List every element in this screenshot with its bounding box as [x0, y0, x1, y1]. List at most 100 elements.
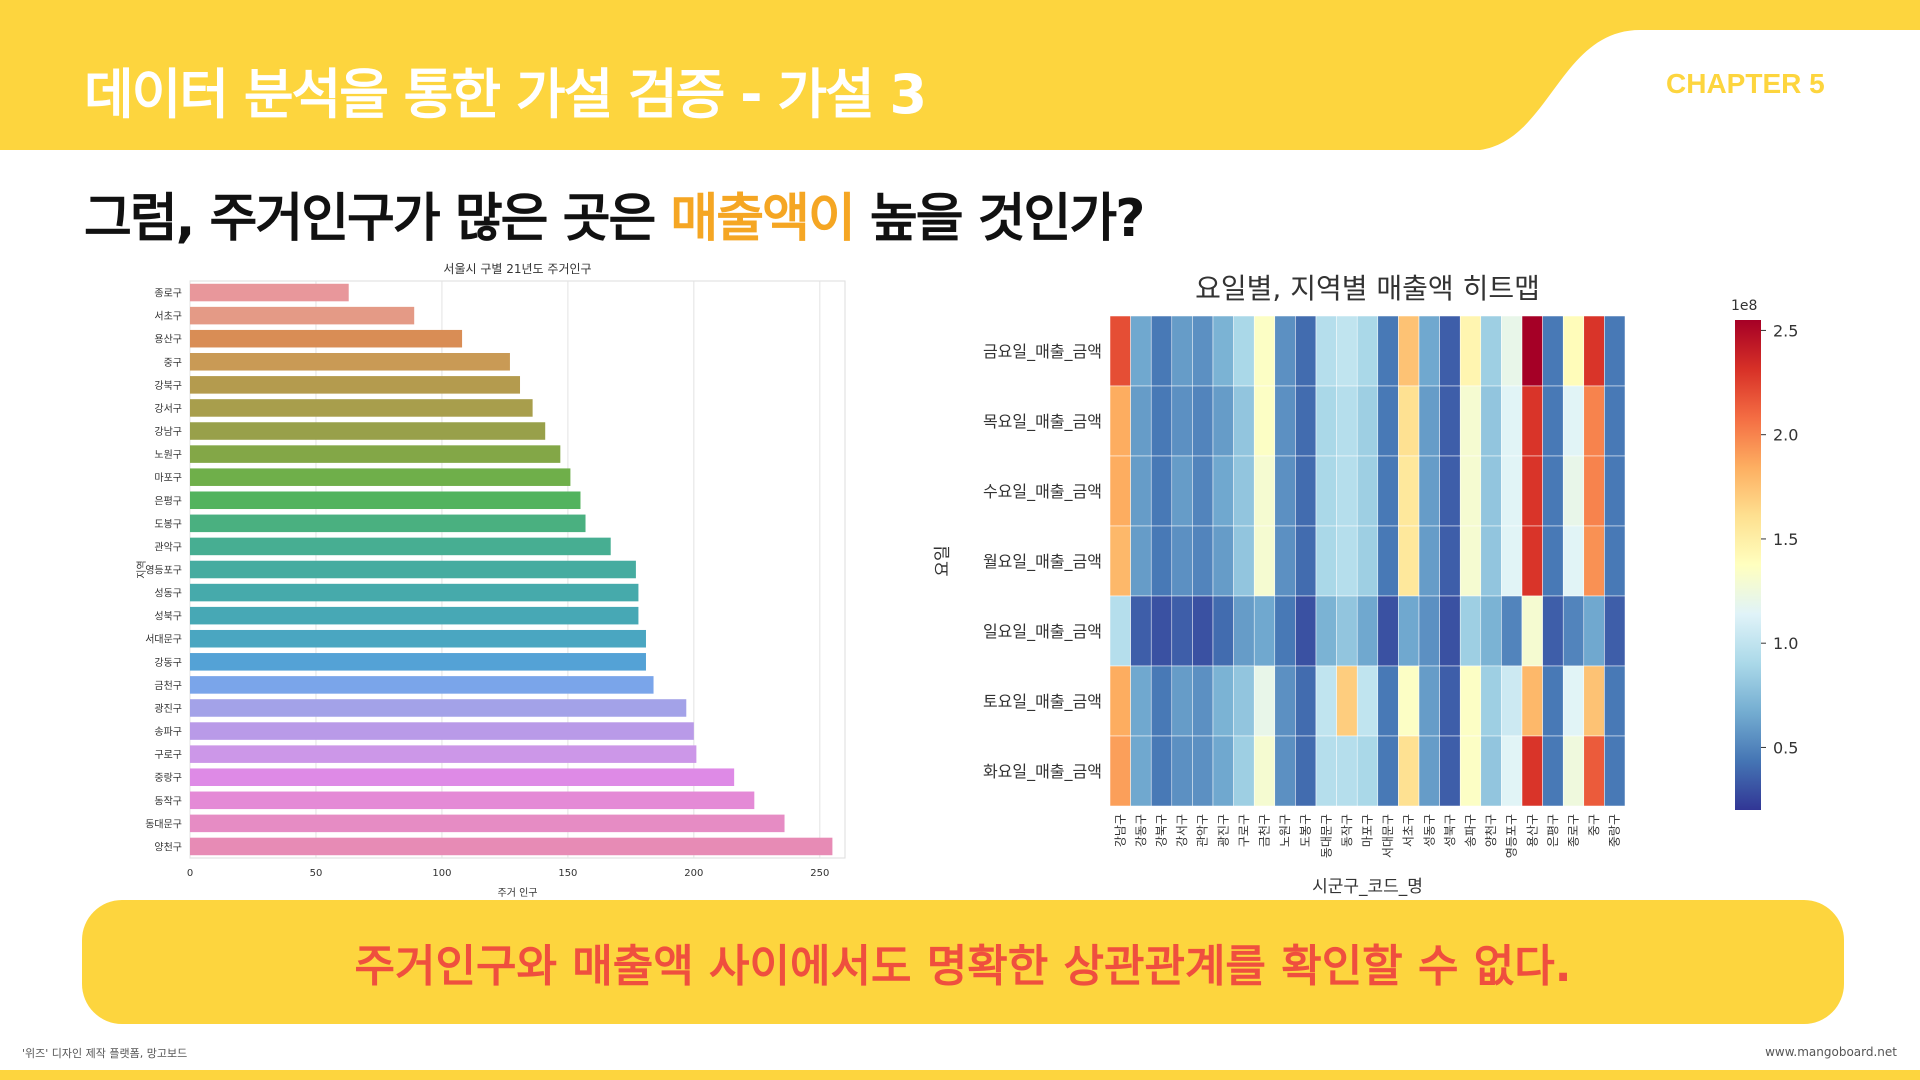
- y-tick-label: 노원구: [154, 449, 182, 461]
- heatmap-cell: [1274, 385, 1296, 457]
- heatmap-col-label: 종로구: [1567, 814, 1581, 847]
- heatmap-cell: [1295, 525, 1317, 597]
- heatmap-cell: [1377, 735, 1399, 807]
- heatmap-cell: [1150, 455, 1173, 527]
- heatmap-cell: [1480, 665, 1502, 737]
- y-tick-label: 종로구: [154, 288, 182, 300]
- footer-url[interactable]: www.mangoboard.net: [1765, 1045, 1897, 1059]
- heatmap-cell: [1439, 525, 1461, 597]
- y-axis-label: 지역: [136, 560, 148, 578]
- heatmap-cell: [1171, 315, 1193, 387]
- heatmap-col-label: 동작구: [1340, 814, 1354, 847]
- heatmap-y-label: 요일: [933, 545, 953, 576]
- heatmap-cell: [1542, 315, 1564, 387]
- heatmap-cell: [1501, 315, 1523, 387]
- heatmap-cell: [1398, 455, 1420, 527]
- heatmap-cell: [1459, 595, 1482, 667]
- heatmap-cell: [1233, 385, 1255, 457]
- heatmap-cell: [1521, 525, 1543, 597]
- heatmap-cell: [1315, 735, 1337, 807]
- heatmap-cell: [1315, 315, 1337, 387]
- heatmap-cell: [1233, 665, 1255, 737]
- bar-도봉구: [190, 514, 586, 533]
- bar-서대문구: [190, 629, 646, 648]
- heatmap-col-label: 성북구: [1443, 814, 1457, 847]
- heatmap-cell: [1562, 595, 1585, 667]
- heatmap-cell: [1459, 525, 1482, 597]
- heatmap-cell: [1439, 735, 1461, 807]
- heatmap-cell: [1192, 385, 1214, 457]
- heatmap-cell: [1562, 735, 1585, 807]
- heatmap-cell: [1480, 315, 1502, 387]
- heatmap-cell: [1150, 525, 1173, 597]
- heatmap-cell: [1501, 455, 1523, 527]
- heatmap-cell: [1398, 525, 1420, 597]
- x-axis-label: 주거 인구: [498, 887, 538, 898]
- heatmap-cell: [1583, 385, 1605, 457]
- heatmap-cell: [1521, 665, 1543, 737]
- y-tick-label: 서초구: [154, 311, 182, 323]
- header-background: [0, 0, 1920, 150]
- heatmap-x-label: 시군구_코드_명: [1312, 877, 1423, 897]
- heatmap-cell: [1521, 315, 1543, 387]
- heatmap-cell: [1521, 595, 1543, 667]
- heatmap-cell: [1171, 525, 1193, 597]
- heatmap-cell: [1315, 455, 1337, 527]
- sales-heatmap: 금요일_매출_금액목요일_매출_금액수요일_매출_금액월요일_매출_금액일요일_…: [933, 272, 1798, 897]
- bar-동대문구: [190, 814, 785, 833]
- heatmap-row-label: 일요일_매출_금액: [983, 622, 1102, 642]
- bar-노원구: [190, 445, 561, 463]
- y-tick-label: 금천구: [154, 680, 182, 692]
- bar-강남구: [190, 422, 546, 440]
- y-tick-label: 양천구: [154, 841, 182, 853]
- bar-chart-title: 서울시 구별 21년도 주거인구: [443, 262, 591, 276]
- heatmap-cell: [1501, 595, 1523, 667]
- heatmap-cell: [1501, 665, 1523, 737]
- slide-title: 데이터 분석을 통한 가설 검증 - 가설 3: [84, 63, 927, 126]
- heatmap-cell: [1109, 735, 1131, 807]
- question-highlight: 매출액이: [670, 189, 855, 249]
- heatmap-cell: [1130, 525, 1152, 597]
- heatmap-cell: [1253, 385, 1276, 457]
- heatmap-cell: [1418, 385, 1440, 457]
- heatmap-cell: [1150, 735, 1173, 807]
- heatmap-cell: [1336, 315, 1358, 387]
- bar-은평구: [190, 491, 581, 510]
- heatmap-cell: [1521, 385, 1543, 457]
- bar-중구: [190, 353, 510, 371]
- heatmap-cell: [1109, 315, 1131, 387]
- heatmap-cell: [1295, 455, 1317, 527]
- heatmap-cell: [1418, 595, 1440, 667]
- heatmap-col-label: 용산구: [1525, 814, 1539, 847]
- heatmap-cell: [1192, 665, 1214, 737]
- heatmap-cell: [1356, 735, 1379, 807]
- heatmap-cell: [1274, 595, 1296, 667]
- heatmap-cell: [1521, 455, 1543, 527]
- heatmap-col-label: 중랑구: [1608, 814, 1622, 847]
- y-tick-label: 동대문구: [145, 818, 182, 830]
- heatmap-cell: [1130, 595, 1152, 667]
- heatmap-col-label: 노원구: [1278, 814, 1292, 847]
- heatmap-cell: [1439, 665, 1461, 737]
- heatmap-cell: [1501, 525, 1523, 597]
- footer-bar: [0, 1070, 1920, 1080]
- y-tick-label: 강북구: [154, 380, 182, 392]
- heatmap-cell: [1418, 455, 1440, 527]
- heatmap-cell: [1233, 735, 1255, 807]
- heatmap-cell: [1377, 665, 1399, 737]
- heatmap-cell: [1150, 595, 1173, 667]
- heatmap-cell: [1459, 315, 1482, 387]
- bar-양천구: [190, 837, 833, 856]
- heatmap-cell: [1233, 525, 1255, 597]
- heatmap-cell: [1521, 735, 1543, 807]
- heatmap-cell: [1439, 385, 1461, 457]
- bar-강북구: [190, 376, 521, 394]
- y-tick-label: 동작구: [154, 795, 182, 807]
- heatmap-cell: [1253, 665, 1276, 737]
- heatmap-cell: [1192, 315, 1214, 387]
- heatmap-cell: [1583, 525, 1605, 597]
- heatmap-cell: [1150, 385, 1173, 457]
- heatmap-cell: [1315, 525, 1337, 597]
- heatmap-cell: [1295, 735, 1317, 807]
- bar-광진구: [190, 699, 687, 717]
